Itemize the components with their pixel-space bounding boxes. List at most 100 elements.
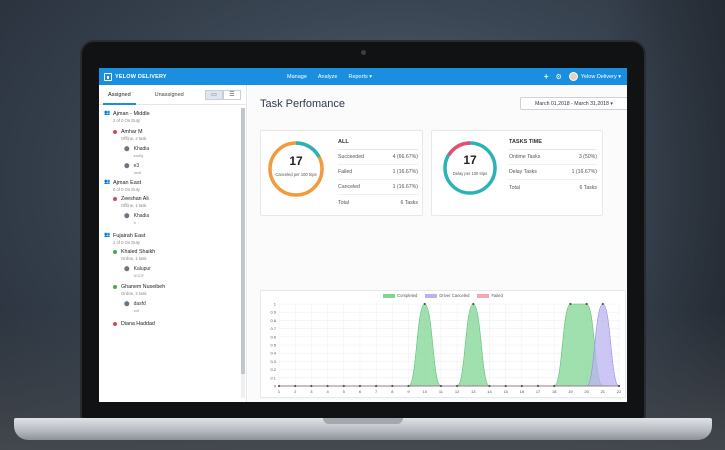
- sidebar-tabs: Assigned Unassigned ▭ ☰: [99, 85, 246, 105]
- data-point: [407, 384, 410, 388]
- nav-manage[interactable]: Manage: [287, 73, 307, 80]
- tab-unassigned[interactable]: Unassigned: [154, 91, 184, 98]
- pin-icon: ⬤: [124, 146, 130, 152]
- driver-name: Amhar M: [121, 129, 143, 135]
- driver-item[interactable]: Diana Haddad: [113, 321, 155, 327]
- nav-analyze[interactable]: Analyze: [317, 73, 338, 80]
- gauge-value: 17: [463, 153, 477, 167]
- task-item[interactable]: ⬤ dasfd sdf: [124, 301, 146, 313]
- legend-item[interactable]: Completed: [383, 293, 417, 298]
- stat-row: Succeeded 4 (66.67%): [338, 150, 418, 165]
- task-detail: sadfg: [133, 153, 144, 158]
- y-tick-label: 0.7: [270, 326, 276, 331]
- driver-status: Online, 1 task: [121, 256, 147, 261]
- driver-name: Khaled Shaikh: [121, 249, 156, 255]
- nav-reports[interactable]: Reports ▾: [348, 73, 373, 80]
- main-panel: Task Perfomance March 01,2018 - March 31…: [248, 85, 627, 402]
- user-name: Yelow Delivery ▾: [580, 73, 621, 80]
- gear-icon[interactable]: ⚙: [555, 73, 562, 81]
- driver-name: Zeeshan Ali: [121, 196, 149, 202]
- gauge-label: Canceled per 100 trips: [275, 172, 317, 177]
- driver-item[interactable]: Ghanem Nuseibeh Online, 2 task: [113, 284, 165, 296]
- data-point: [294, 384, 297, 388]
- task-item[interactable]: ⬤ Khadia sadfg: [124, 146, 149, 158]
- status-dot: [113, 250, 117, 254]
- data-point: [585, 302, 588, 306]
- brand[interactable]: YELOW DELIVERY: [104, 72, 167, 81]
- data-point: [504, 384, 507, 388]
- date-range-picker[interactable]: March 01,2018 - March 31,2018 ▾: [520, 97, 627, 110]
- y-tick-label: 0.4: [270, 351, 276, 356]
- x-tick-label: 20: [584, 389, 589, 394]
- data-point: [536, 384, 540, 388]
- laptop-notch: [323, 418, 403, 424]
- x-tick-label: 22: [617, 389, 622, 394]
- task-detail: sdf: [133, 308, 139, 313]
- task-item[interactable]: ⬤ e3 asdf: [124, 163, 141, 175]
- avatar: [568, 72, 578, 81]
- zone-item[interactable]: 👥 Fujairah East 2 of 0 On Duty: [104, 232, 145, 246]
- driver-status: Offline, 2 task: [121, 136, 147, 141]
- user-menu[interactable]: Yelow Delivery ▾: [568, 72, 621, 81]
- data-point: [391, 384, 394, 388]
- area-chart: 00.10.20.30.40.50.60.70.80.911 2 3 4 5 6 7 8 9 10…: [270, 302, 622, 395]
- page-title: Task Perfomance: [260, 98, 345, 110]
- camera: [361, 50, 366, 55]
- y-tick-label: 0.1: [270, 375, 276, 380]
- y-tick-label: 0.8: [270, 318, 276, 323]
- data-point: [617, 384, 621, 388]
- tab-assigned[interactable]: Assigned: [103, 85, 136, 105]
- data-point: [342, 384, 345, 388]
- x-tick-label: 14: [487, 389, 492, 394]
- status-dot: [113, 197, 117, 201]
- task-detail: b: [133, 220, 136, 225]
- list-view-button[interactable]: ☰: [223, 90, 241, 100]
- group-icon: 👥: [104, 232, 111, 238]
- y-tick-label: 0.6: [270, 334, 276, 339]
- stat-row: Failed 1 (16.67%): [338, 165, 418, 180]
- legend-item[interactable]: Driver Canceled: [425, 293, 469, 298]
- status-dot: [113, 322, 117, 326]
- task-item[interactable]: ⬤ Kalupur ASDF: [124, 266, 151, 278]
- right-tools: + ⚙ Yelow Delivery ▾: [544, 68, 621, 85]
- status-dot: [113, 285, 117, 289]
- data-point: [455, 384, 459, 388]
- stat-row: Canceled 1 (16.67%): [338, 180, 418, 195]
- zone-item[interactable]: 👥 Ajman - Middle 2 of 0 On Duty: [104, 111, 150, 124]
- home-icon: [104, 72, 112, 81]
- time-stats: TASKS TIME Ontime Tasks 3 (50%) Delay Tas…: [509, 139, 597, 195]
- driver-item[interactable]: Amhar M Offline, 2 task: [113, 129, 147, 141]
- main-nav: Manage Analyze Reports ▾: [287, 68, 372, 85]
- zone-status: 2 of 0 On Duty: [113, 240, 140, 245]
- x-tick-label: 13: [471, 389, 476, 394]
- pin-icon: ⬤: [124, 266, 130, 272]
- x-tick-label: 5: [343, 389, 346, 394]
- driver-item[interactable]: Zeeshan Ali Offline, 1 task: [113, 196, 149, 208]
- gauge-value: 17: [289, 154, 303, 168]
- driver-item[interactable]: Khaled Shaikh Online, 1 task: [113, 249, 155, 261]
- driver-status: Offline, 1 task: [121, 203, 147, 208]
- plus-icon[interactable]: +: [543, 72, 549, 81]
- all-stats: ALL Succeeded 4 (66.67%) Failed 1 (16.67%)…: [338, 139, 418, 210]
- group-icon: 👥: [104, 179, 111, 185]
- data-point: [520, 384, 523, 388]
- status-dot: [113, 130, 117, 134]
- driver-name: Diana Haddad: [121, 321, 155, 327]
- x-tick-label: 15: [503, 389, 508, 394]
- gauge-label: Delay per 100 trips: [452, 171, 488, 176]
- stat-row: Ontime Tasks 3 (50%): [509, 150, 597, 165]
- task-item[interactable]: ⬤ Khadia b: [124, 213, 149, 225]
- zone-item[interactable]: 👥 Ajman East 0 of 0 On Duty: [104, 179, 141, 193]
- stat-row: Total 6 Tasks: [509, 184, 597, 191]
- top-navbar: YELOW DELIVERY Manage Analyze Reports ▾ …: [99, 68, 627, 85]
- legend-item[interactable]: Failed: [477, 293, 503, 298]
- x-tick-label: 9: [407, 389, 410, 394]
- x-tick-label: 21: [601, 389, 606, 394]
- x-tick-label: 10: [422, 389, 427, 394]
- stats-header: TASKS TIME: [509, 139, 597, 150]
- scrollbar-thumb[interactable]: [241, 108, 245, 374]
- chart-legend: Completed Driver Canceled Failed: [261, 293, 625, 298]
- task-detail: asdf: [133, 170, 142, 175]
- card-view-button[interactable]: ▭: [205, 90, 223, 100]
- data-point: [569, 302, 572, 306]
